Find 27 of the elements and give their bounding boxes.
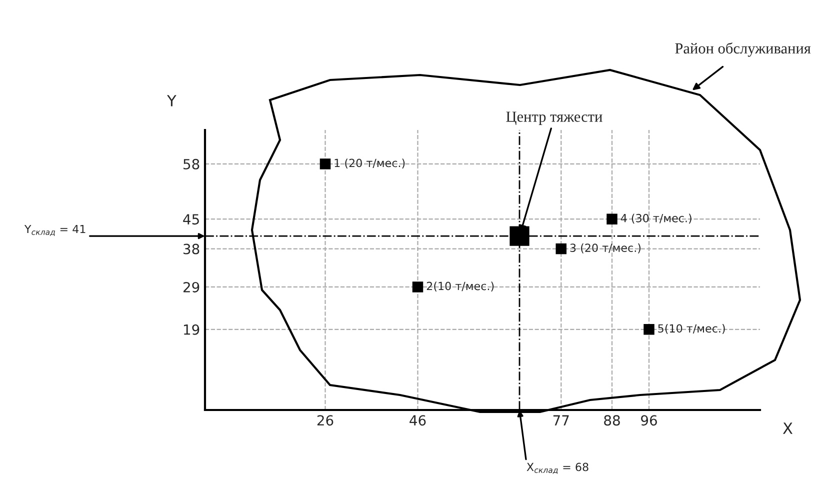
annotation: 4 (30 т/мес.) <box>620 214 692 224</box>
y-axis-title: Y <box>167 95 176 106</box>
point <box>510 226 530 246</box>
annotation: Центр тяжести <box>506 112 602 125</box>
point <box>412 282 424 292</box>
annotation: 2(10 т/мес.) <box>426 282 494 292</box>
annotation: 5(10 т/мес.) <box>658 324 725 334</box>
point <box>644 324 654 335</box>
ref-line-label: X$_{склад}$ = 68 <box>526 462 588 474</box>
y-tick-label: 29 <box>183 282 200 292</box>
y-tick-label: 38 <box>184 244 200 254</box>
point <box>556 243 567 254</box>
x-axis-title: X <box>782 422 793 434</box>
x-tick-label: 46 <box>410 415 426 426</box>
x-tick-label: 96 <box>641 415 657 426</box>
text: Район обслуживания <box>675 42 811 57</box>
ref-line-label: Y$_{склад}$ = 41 <box>24 224 86 236</box>
x-tick-label: 26 <box>317 415 334 426</box>
point <box>606 214 618 224</box>
x-tick-label: 77 <box>553 415 569 426</box>
annotation: 1 (20 т/мес.) <box>334 158 405 168</box>
y-tick-label: 58 <box>184 158 200 170</box>
annotation: 3 (20 т/мес.) <box>570 243 641 254</box>
point <box>320 158 331 170</box>
x-tick-label: 88 <box>604 415 620 426</box>
y-tick-label: 45 <box>183 214 199 225</box>
y-tick-label: 19 <box>184 324 200 335</box>
